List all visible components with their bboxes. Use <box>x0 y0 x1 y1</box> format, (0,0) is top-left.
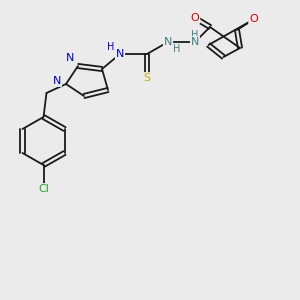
Text: H: H <box>191 29 199 40</box>
Text: N: N <box>116 49 124 59</box>
Text: N: N <box>66 53 75 64</box>
Text: H: H <box>173 44 181 55</box>
Text: N: N <box>164 37 172 47</box>
Text: Cl: Cl <box>38 184 49 194</box>
Text: H: H <box>107 41 115 52</box>
Text: O: O <box>249 14 258 25</box>
Text: N: N <box>191 37 199 47</box>
Text: N: N <box>53 76 61 86</box>
Text: S: S <box>143 73 151 83</box>
Text: O: O <box>190 13 200 23</box>
